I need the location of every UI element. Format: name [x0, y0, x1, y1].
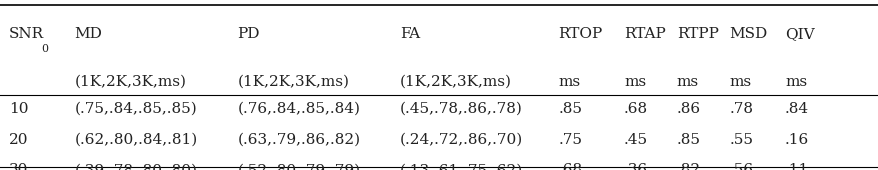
Text: QIV: QIV	[784, 27, 814, 41]
Text: 30: 30	[9, 163, 28, 170]
Text: .78: .78	[729, 102, 752, 116]
Text: .85: .85	[676, 133, 700, 147]
Text: FA: FA	[399, 27, 420, 41]
Text: MSD: MSD	[729, 27, 767, 41]
Text: .36: .36	[623, 163, 647, 170]
Text: (.76,.84,.85,.84): (.76,.84,.85,.84)	[237, 102, 360, 116]
Text: (1K,2K,3K,ms): (1K,2K,3K,ms)	[75, 75, 186, 89]
Text: 10: 10	[9, 102, 28, 116]
Text: ms: ms	[784, 75, 806, 89]
Text: (1K,2K,3K,ms): (1K,2K,3K,ms)	[237, 75, 349, 89]
Text: (.39,.78,.80,.80): (.39,.78,.80,.80)	[75, 163, 198, 170]
Text: .11: .11	[784, 163, 809, 170]
Text: SNR: SNR	[9, 27, 44, 41]
Text: RTOP: RTOP	[558, 27, 601, 41]
Text: (.45,.78,.86,.78): (.45,.78,.86,.78)	[399, 102, 522, 116]
Text: (1K,2K,3K,ms): (1K,2K,3K,ms)	[399, 75, 511, 89]
Text: .75: .75	[558, 133, 581, 147]
Text: (.24,.72,.86,.70): (.24,.72,.86,.70)	[399, 133, 522, 147]
Text: ms: ms	[676, 75, 698, 89]
Text: .86: .86	[676, 102, 700, 116]
Text: .82: .82	[676, 163, 700, 170]
Text: .68: .68	[558, 163, 581, 170]
Text: .85: .85	[558, 102, 581, 116]
Text: ms: ms	[558, 75, 579, 89]
Text: .16: .16	[784, 133, 809, 147]
Text: (.75,.84,.85,.85): (.75,.84,.85,.85)	[75, 102, 198, 116]
Text: 20: 20	[9, 133, 28, 147]
Text: RTPP: RTPP	[676, 27, 718, 41]
Text: (.52,.80,.79,.79): (.52,.80,.79,.79)	[237, 163, 360, 170]
Text: (.13,.61,.75,.62): (.13,.61,.75,.62)	[399, 163, 522, 170]
Text: .56: .56	[729, 163, 752, 170]
Text: .84: .84	[784, 102, 808, 116]
Text: (.62,.80,.84,.81): (.62,.80,.84,.81)	[75, 133, 198, 147]
Text: RTAP: RTAP	[623, 27, 665, 41]
Text: .68: .68	[623, 102, 647, 116]
Text: ms: ms	[623, 75, 645, 89]
Text: PD: PD	[237, 27, 260, 41]
Text: ms: ms	[729, 75, 751, 89]
Text: 0: 0	[41, 44, 48, 54]
Text: .45: .45	[623, 133, 647, 147]
Text: (.63,.79,.86,.82): (.63,.79,.86,.82)	[237, 133, 360, 147]
Text: .55: .55	[729, 133, 752, 147]
Text: MD: MD	[75, 27, 103, 41]
